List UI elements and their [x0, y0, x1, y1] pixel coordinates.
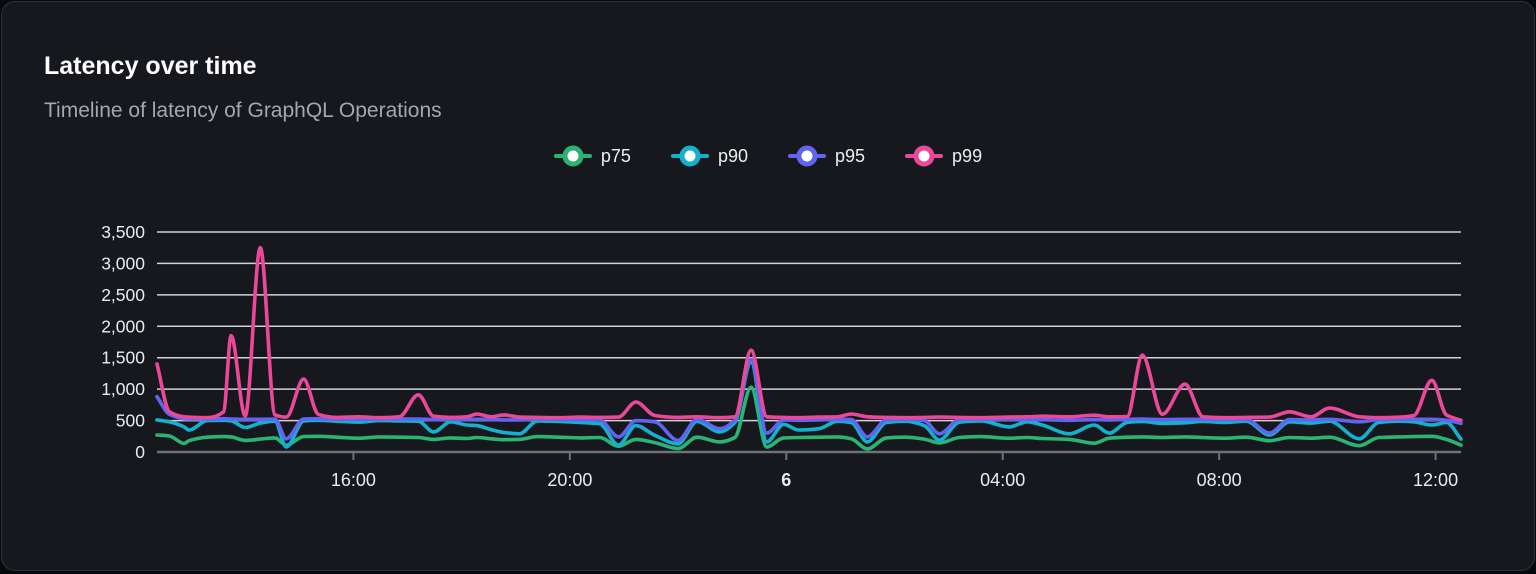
- y-tick-label: 2,000: [101, 316, 145, 336]
- x-tick-label: 04:00: [980, 470, 1025, 490]
- y-tick-label: 0: [135, 442, 145, 462]
- series-line-p90: [157, 362, 1461, 447]
- y-tick-label: 500: [116, 411, 145, 431]
- y-tick-label: 3,500: [101, 222, 145, 242]
- y-tick-label: 1,500: [101, 348, 145, 368]
- y-tick-label: 3,000: [101, 253, 145, 273]
- x-tick-label: 16:00: [331, 470, 376, 490]
- y-tick-label: 2,500: [101, 285, 145, 305]
- x-tick-label: 6: [781, 470, 791, 490]
- x-tick-label: 12:00: [1413, 470, 1458, 490]
- series-line-p99: [157, 248, 1461, 421]
- x-tick-label: 08:00: [1197, 470, 1242, 490]
- x-tick-label: 20:00: [547, 470, 592, 490]
- y-tick-label: 1,000: [101, 379, 145, 399]
- x-axis: 16:00 20:00 6 04:00 08:00 12:00: [331, 452, 1458, 490]
